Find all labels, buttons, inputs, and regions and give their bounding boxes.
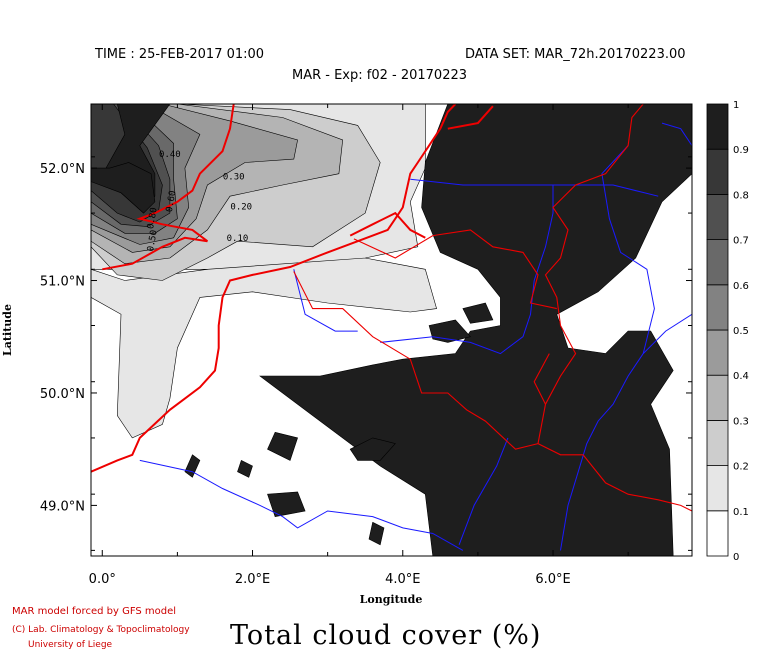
colorbar-label: 0.9 [733, 145, 749, 156]
colorbar-label: 0.8 [733, 190, 749, 201]
contour-region [267, 491, 306, 517]
time-label: TIME : 25-FEB-2017 01:00 [95, 47, 265, 62]
country-border [537, 104, 644, 444]
colorbar-label: 0.1 [733, 507, 749, 518]
boundaries-layer [91, 104, 692, 551]
y-tick-label: 49.0°N [40, 499, 85, 514]
colorbar-label: 0.4 [733, 371, 749, 382]
colorbar-label: 0.5 [733, 326, 749, 337]
colorbar-label: 0.7 [733, 236, 749, 247]
river-line [458, 437, 509, 545]
country-border [293, 271, 539, 450]
colorbar-label: 0 [733, 552, 739, 563]
dataset-label: DATA SET: MAR_72h.20170223.00 [465, 47, 686, 62]
river-line [560, 313, 692, 551]
colorbar-swatch [706, 510, 729, 557]
contour-region [237, 459, 253, 478]
country-border [537, 443, 692, 512]
colorbar-swatch [706, 465, 729, 512]
x-tick-label: 2.0°E [235, 572, 270, 587]
experiment-label: MAR - Exp: f02 - 20170223 [292, 68, 468, 83]
colorbar-label: 0.6 [733, 281, 749, 292]
axes-layer: 0.0° 2.0°E 4.0°E 6.0°E 49.0°N 50.0°N 51.0°N 52.… [40, 104, 692, 587]
contour-fill-layer [91, 104, 692, 556]
colorbar-label: 1 [733, 100, 739, 111]
colorbar-swatch [706, 284, 729, 331]
river-line [661, 122, 692, 146]
colorbar-swatch [706, 103, 729, 150]
contour-label: 0.40 [159, 150, 181, 160]
coastline [91, 104, 457, 473]
contour-region [184, 454, 201, 478]
colorbar-label: 0.2 [733, 462, 749, 473]
river-line [601, 145, 655, 354]
contour-region [368, 521, 385, 546]
colorbar: 0 0.1 0.2 0.3 0.4 0.5 0.6 0.7 0.8 0.9 1 [706, 100, 749, 563]
contour-region [267, 431, 298, 461]
river-line [293, 269, 358, 332]
contour-region [91, 162, 156, 214]
contour-label: 0.50 [146, 229, 160, 252]
contour-label: 0.20 [230, 203, 252, 213]
plot-frame [90, 103, 693, 557]
x-tick-label: 0.0° [89, 572, 116, 587]
coastline [349, 211, 426, 239]
contour-labels-layer: 0.40 0.30 0.20 0.10 0.60 0.800.50 [146, 150, 252, 253]
x-axis-label: Longitude [360, 593, 423, 606]
country-border [533, 353, 550, 405]
y-tick-label: 51.0°N [40, 275, 85, 290]
country-border [353, 229, 557, 310]
x-tick-label: 6.0°E [535, 572, 570, 587]
contour-region [349, 437, 396, 461]
colorbar-swatch [706, 239, 729, 286]
y-tick-label: 52.0°N [40, 162, 85, 177]
x-tick-label: 4.0°E [385, 572, 420, 587]
colorbar-swatch [706, 148, 729, 195]
credit-model: MAR model forced by GFS model [12, 606, 177, 617]
colorbar-label: 0.3 [733, 416, 749, 427]
colorbar-swatch [706, 329, 729, 376]
river-line [410, 178, 659, 197]
colorbar-swatch [706, 419, 729, 466]
coastline [447, 105, 494, 130]
y-axis-label: Latitude [1, 304, 14, 356]
river-line [380, 185, 554, 355]
river-line [139, 459, 464, 551]
main-title: Total cloud cover (%) [230, 620, 542, 651]
contour-label: 0.30 [223, 172, 245, 182]
contour-region [462, 302, 494, 324]
contour-label: 0.80 [146, 207, 160, 230]
contour-label: 0.60 [165, 190, 179, 213]
contour-label: 0.10 [227, 234, 249, 244]
colorbar-swatch [706, 374, 729, 421]
credit-lab: (C) Lab. Climatology & Topoclimatology [12, 625, 190, 635]
y-tick-label: 50.0°N [40, 387, 85, 402]
credit-university: University of Liege [28, 640, 113, 650]
coastline [102, 104, 235, 271]
colorbar-swatch [706, 193, 729, 240]
